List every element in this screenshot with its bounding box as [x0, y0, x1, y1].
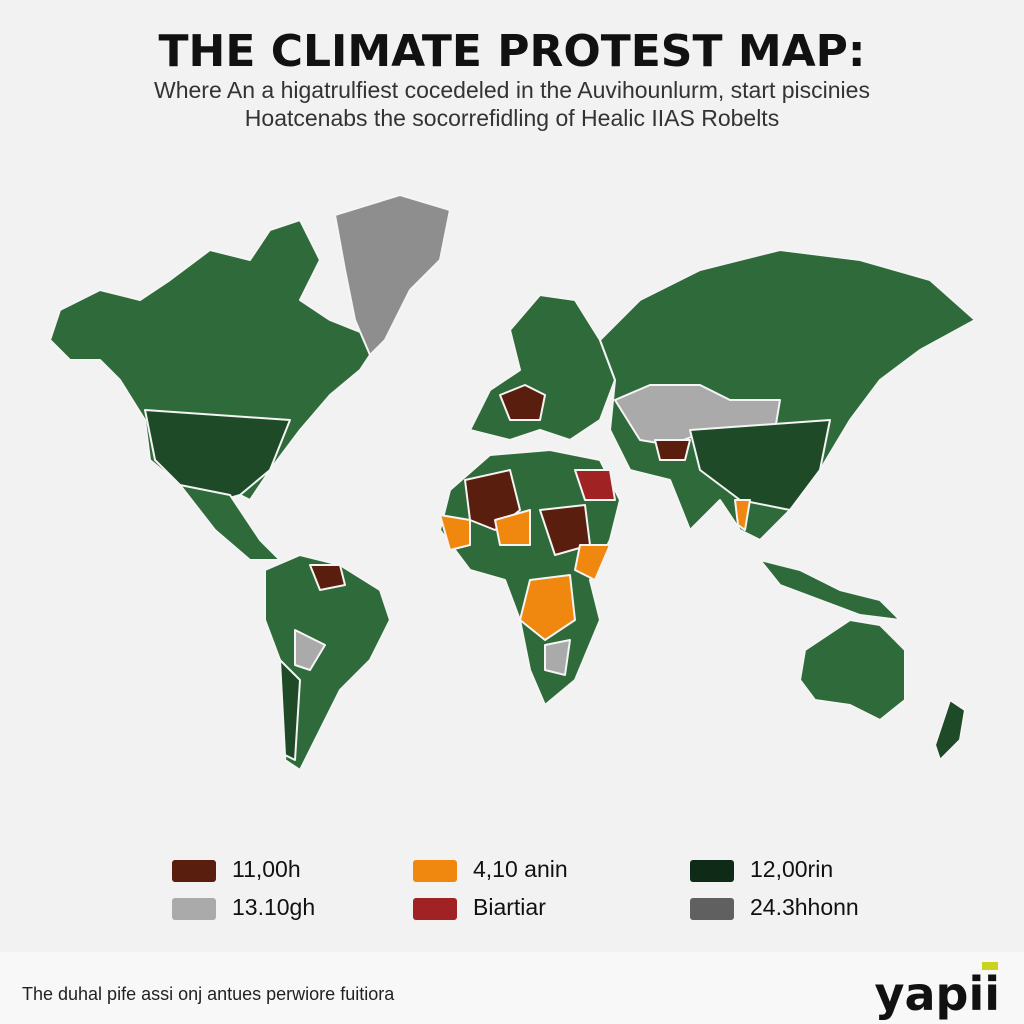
chad [494, 509, 531, 546]
legend-label: Biartiar [473, 894, 546, 920]
greenland [334, 194, 451, 356]
legend-swatch [690, 898, 734, 920]
legend-swatch [690, 860, 734, 882]
central-america [179, 484, 281, 561]
footer-band [0, 952, 1024, 1024]
legend-swatch [413, 860, 457, 882]
congo [519, 574, 576, 641]
north-america [49, 219, 381, 506]
world-map [49, 194, 976, 771]
logo-accent [982, 962, 998, 970]
indonesia [759, 559, 901, 621]
legend-label: 24.3hhonn [750, 894, 859, 920]
footer-caption: The duhal pife assi onj antues perwiore … [22, 984, 395, 1004]
legend-label: 4,10 anin [473, 856, 568, 882]
australia [799, 619, 906, 721]
venezuela [309, 564, 346, 591]
title: THE CLIMATE PROTEST MAP: [158, 26, 865, 77]
logo: yapii [875, 967, 1001, 1021]
subtitle: Hoatcenabs the socorrefidling of Healic … [245, 105, 779, 131]
legend-swatch [172, 860, 216, 882]
afghanistan [654, 439, 691, 461]
legend-label: 11,00h [232, 856, 301, 882]
middle-east [574, 469, 616, 501]
west-africa [439, 514, 471, 551]
ethiopia [574, 544, 611, 581]
china [689, 419, 831, 511]
chile [279, 659, 301, 761]
central-europe [499, 384, 546, 421]
new-zealand [934, 699, 966, 761]
legend: 11,00h 4,10 anin 12,00rin 13.10gh Biartiar 24… [172, 856, 859, 920]
legend-swatch [413, 898, 457, 920]
legend-label: 12,00rin [750, 856, 833, 882]
botswana [544, 639, 571, 676]
bolivia [294, 629, 326, 671]
myanmar [734, 499, 751, 531]
legend-swatch [172, 898, 216, 920]
subtitle: Where An a higatrulfiest cocedeled in th… [154, 77, 870, 103]
legend-label: 13.10gh [232, 894, 315, 920]
